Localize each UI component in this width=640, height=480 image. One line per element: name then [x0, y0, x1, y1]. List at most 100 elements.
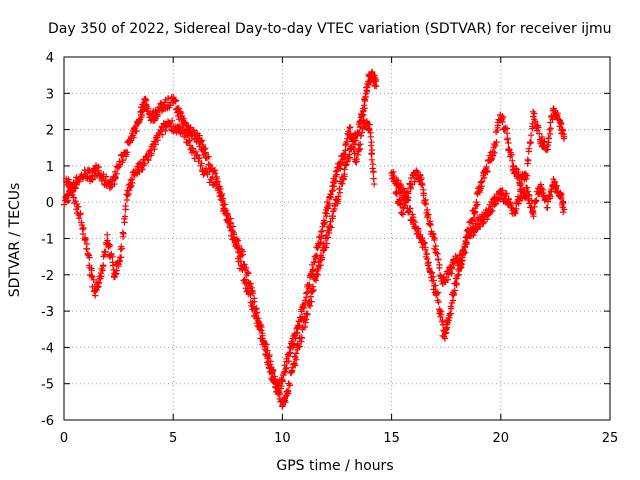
- x-tick-label: 5: [169, 431, 177, 446]
- data-point: [94, 284, 101, 291]
- data-point: [296, 343, 303, 350]
- data-point: [68, 182, 76, 189]
- data-point: [102, 248, 109, 256]
- data-point: [61, 201, 68, 208]
- data-point: [79, 230, 87, 238]
- data-point: [196, 132, 203, 139]
- data-point: [113, 170, 121, 177]
- data-point: [124, 192, 131, 199]
- data-point: [112, 174, 119, 181]
- data-point: [264, 353, 271, 360]
- data-point: [417, 235, 425, 242]
- data-point: [347, 123, 354, 131]
- data-point: [233, 243, 240, 250]
- data-point: [321, 219, 328, 226]
- data-point: [362, 93, 369, 100]
- data-point: [213, 179, 221, 186]
- data-point: [106, 241, 113, 248]
- data-point: [505, 139, 512, 147]
- data-point: [290, 341, 298, 348]
- y-tick-label: -6: [41, 414, 54, 429]
- data-point: [446, 314, 453, 322]
- data-point: [424, 214, 431, 221]
- data-point: [370, 168, 377, 176]
- data-point: [220, 206, 228, 213]
- data-point: [407, 205, 414, 212]
- data-point: [140, 162, 147, 169]
- data-point: [341, 166, 348, 173]
- data-point: [230, 234, 238, 241]
- data-point: [341, 173, 348, 180]
- data-point: [421, 239, 428, 246]
- data-point: [88, 267, 95, 274]
- data-point: [365, 125, 373, 132]
- data-point: [493, 138, 500, 146]
- data-point: [126, 187, 133, 194]
- data-point: [351, 150, 358, 157]
- data-point: [553, 182, 561, 189]
- data-point: [269, 373, 276, 381]
- data-point: [75, 214, 83, 222]
- data-point: [228, 227, 235, 234]
- data-point: [405, 190, 412, 197]
- data-point: [463, 239, 471, 247]
- data-point: [67, 184, 74, 191]
- data-point: [234, 244, 241, 251]
- y-tick-label: 2: [46, 124, 54, 139]
- data-point: [401, 202, 409, 209]
- data-point: [351, 141, 358, 148]
- data-point: [415, 225, 422, 232]
- y-tick-label: 1: [46, 160, 54, 175]
- data-point: [547, 130, 554, 138]
- data-point: [423, 255, 431, 263]
- data-point: [545, 134, 552, 142]
- data-point: [536, 130, 543, 137]
- data-point: [278, 382, 285, 390]
- data-point: [288, 368, 296, 375]
- data-point: [264, 347, 271, 354]
- data-point: [234, 248, 242, 256]
- data-point: [180, 115, 187, 122]
- data-point: [89, 273, 96, 280]
- data-point: [369, 161, 376, 168]
- data-point: [184, 132, 192, 139]
- data-point: [325, 229, 333, 237]
- y-tick-label: -1: [41, 233, 54, 248]
- data-point: [83, 245, 90, 253]
- data-point: [460, 248, 467, 255]
- data-point: [242, 264, 250, 272]
- data-point: [393, 191, 401, 198]
- data-point: [451, 287, 458, 294]
- data-point: [86, 254, 93, 261]
- data-point: [322, 244, 330, 251]
- data-point: [301, 297, 309, 304]
- data-point: [267, 364, 275, 371]
- data-point: [436, 261, 443, 269]
- data-point: [420, 192, 427, 199]
- data-point: [368, 150, 375, 157]
- data-point: [330, 183, 338, 190]
- data-point: [304, 311, 311, 318]
- data-point: [122, 202, 129, 210]
- data-point: [492, 142, 499, 149]
- data-point: [121, 213, 129, 220]
- data-point: [221, 201, 229, 208]
- data-point: [202, 165, 210, 172]
- data-point: [249, 299, 256, 306]
- data-point: [117, 254, 125, 261]
- data-point: [139, 166, 146, 173]
- x-tick-label: 25: [602, 431, 619, 446]
- data-point: [527, 139, 535, 146]
- data-point: [102, 173, 110, 180]
- data-point: [323, 240, 330, 247]
- data-point: [551, 179, 558, 186]
- data-point: [397, 180, 405, 188]
- data-point: [560, 206, 568, 213]
- y-tick-label: -5: [41, 378, 54, 393]
- data-point: [239, 266, 246, 273]
- data-point: [88, 272, 95, 279]
- data-point: [98, 273, 105, 280]
- data-point: [197, 138, 205, 145]
- axis-ticks: 0 5 10 15 20 25 -6 -5 -4 -3 -2 -1 0 1 2 3 4: [41, 51, 618, 446]
